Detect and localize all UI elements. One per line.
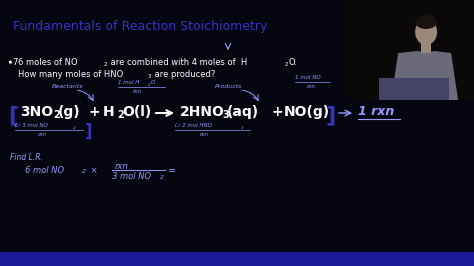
Text: (aq): (aq) [227,105,259,119]
Text: 2: 2 [148,83,151,87]
Text: O: O [151,80,155,85]
Text: 1 mol NO: 1 mol NO [295,75,321,80]
Bar [421,43,431,53]
Text: 2HNO: 2HNO [180,105,225,119]
Polygon shape [391,51,458,100]
Text: L₇ 2 mol HNO: L₇ 2 mol HNO [175,123,212,128]
Text: rxn: rxn [115,162,129,171]
Bar [348,0,474,100]
Bar [373,0,386,100]
Text: 2: 2 [73,126,76,130]
Text: ]: ] [325,105,335,125]
Text: 1 mol H: 1 mol H [118,80,139,85]
Bar [348,0,361,100]
Text: are combined with 4 moles of  H: are combined with 4 moles of H [108,58,247,67]
Bar [399,0,411,100]
Text: 2: 2 [104,62,108,67]
Text: 3NO: 3NO [20,105,53,119]
Text: Products: Products [215,84,242,89]
Bar [386,0,399,100]
Text: NO(g): NO(g) [284,105,330,119]
Text: ➧7: ➧7 [7,58,19,67]
Text: Reactants: Reactants [52,84,83,89]
Text: How many moles of HNO: How many moles of HNO [18,70,123,79]
Bar [0,252,474,266]
Text: rxn: rxn [200,132,209,137]
Text: rxn: rxn [38,132,47,137]
Text: rxn: rxn [307,84,316,89]
Text: 2: 2 [82,169,86,174]
Ellipse shape [415,19,437,45]
Text: 2: 2 [53,110,60,120]
Text: =: = [168,166,176,176]
Text: 2: 2 [285,62,289,67]
Text: 3: 3 [241,126,244,130]
Text: ]: ] [85,123,92,141]
Text: (g): (g) [58,105,81,119]
Text: H: H [103,105,115,119]
Text: [: [ [8,105,18,125]
Text: Find L.R.: Find L.R. [10,153,43,162]
Text: 6 mol NO: 6 mol NO [25,166,64,175]
Text: Fundamentals of Reaction Stoichiometry: Fundamentals of Reaction Stoichiometry [13,20,267,33]
Text: O.: O. [289,58,298,67]
Text: 1 rxn: 1 rxn [358,105,394,118]
Text: L₇ 3 mol NO: L₇ 3 mol NO [15,123,48,128]
Bar [361,0,373,100]
Text: +: + [89,105,100,119]
Ellipse shape [415,15,437,29]
Text: 2: 2 [160,175,164,180]
Bar [380,78,449,100]
Text: 2: 2 [117,110,124,120]
Text: rxn: rxn [133,89,142,94]
Text: 6 moles of NO: 6 moles of NO [18,58,78,67]
Text: 3 mol NO: 3 mol NO [112,172,151,181]
Text: +: + [272,105,283,119]
Text: 3: 3 [222,110,229,120]
Text: O(l): O(l) [122,105,151,119]
Text: ×: × [88,166,98,175]
Text: 3: 3 [148,74,152,79]
Text: are produced?: are produced? [152,70,215,79]
